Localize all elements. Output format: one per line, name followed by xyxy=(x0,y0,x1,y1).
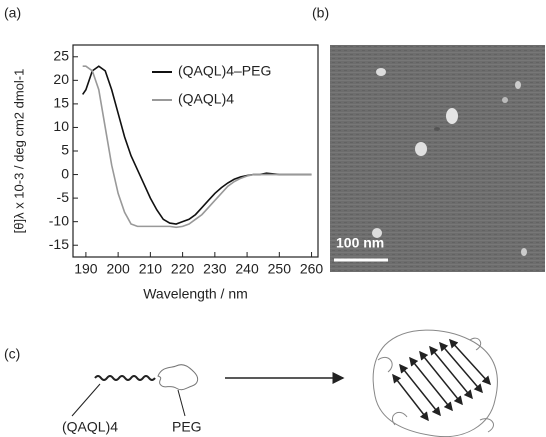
peg-shell xyxy=(372,329,498,437)
x-tick-label: 240 xyxy=(235,261,259,277)
data-line xyxy=(82,65,312,229)
panel-label: (c) xyxy=(4,346,20,362)
leader-line xyxy=(177,389,186,417)
y-tick-label: 25 xyxy=(53,47,69,63)
x-axis-label: Wavelength / nm xyxy=(143,286,248,302)
x-tick-label: 210 xyxy=(139,261,163,277)
legend-label: (QAQL)4 xyxy=(178,91,234,107)
helix-bundle xyxy=(392,338,492,422)
particle xyxy=(415,142,427,156)
particle xyxy=(434,127,440,131)
particle xyxy=(502,97,508,103)
x-tick-label: 220 xyxy=(171,261,195,277)
panel-label: (a) xyxy=(4,5,21,21)
afm-background xyxy=(330,45,545,272)
x-tick-label: 190 xyxy=(74,261,98,277)
diagram-label: (QAQL)4 xyxy=(62,419,118,435)
x-tick-label: 250 xyxy=(268,261,292,277)
particle xyxy=(372,228,382,238)
y-tick-label: 15 xyxy=(53,95,69,111)
particle xyxy=(521,248,527,256)
y-tick-label: 20 xyxy=(53,71,69,87)
particle xyxy=(376,68,386,76)
y-tick-label: -10 xyxy=(49,212,69,228)
diagram-label: PEG xyxy=(172,419,202,435)
scale-bar-label: 100 nm xyxy=(336,235,384,251)
leader-line xyxy=(71,383,101,417)
legend-label: (QAQL)4–PEG xyxy=(178,63,271,79)
y-axis-label: [θ]λ x 10-3 / deg cm2 dmol-1 xyxy=(11,69,26,234)
cd-chart: -15 -10 -5 0 5 10 15 20 25 190 200 210 220 230 240 250 2… xyxy=(11,44,324,302)
y-tick-label: -5 xyxy=(57,189,70,205)
panel-label: (b) xyxy=(312,5,329,21)
afm-image: 100 nm xyxy=(330,45,545,272)
x-tick-label: 260 xyxy=(300,261,324,277)
y-tick-label: 0 xyxy=(61,165,69,181)
y-tick-label: 10 xyxy=(53,118,69,134)
y-tick-label: 5 xyxy=(61,142,69,158)
peptide-helix xyxy=(94,375,156,381)
y-tick-label: -15 xyxy=(49,236,69,252)
particle xyxy=(515,81,521,89)
x-tick-label: 230 xyxy=(203,261,227,277)
peg-coil xyxy=(157,364,199,391)
particle xyxy=(446,108,458,124)
x-tick-label: 200 xyxy=(106,261,130,277)
diagram xyxy=(71,329,498,437)
